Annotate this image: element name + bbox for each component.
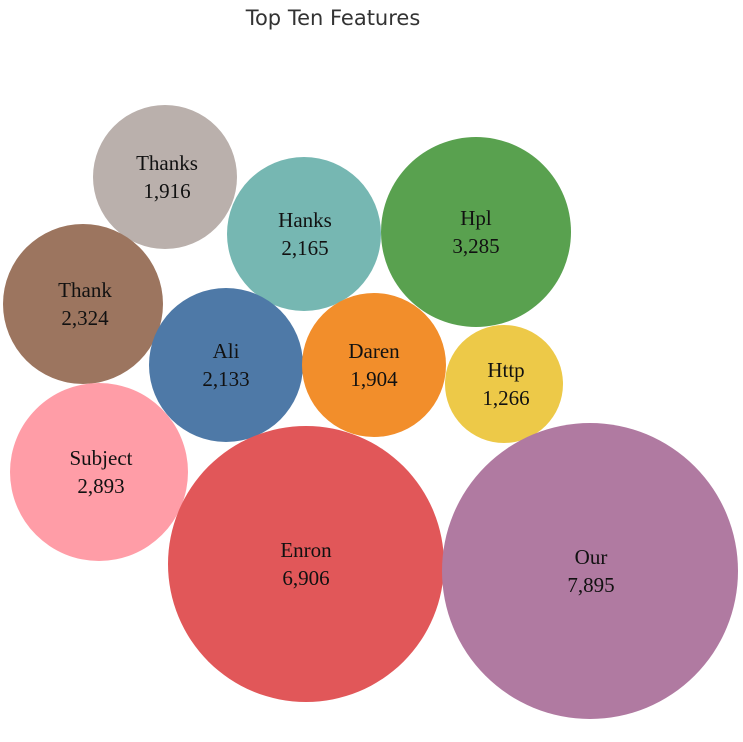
bubble-circle-thanks xyxy=(93,105,237,249)
bubble-value-thank: 2,324 xyxy=(61,306,109,330)
bubble-thanks: Thanks 1,916 xyxy=(93,105,237,249)
bubble-circle-hpl xyxy=(381,137,571,327)
bubble-label-thank: Thank xyxy=(58,278,112,302)
bubble-subject: Subject 2,893 xyxy=(10,383,188,561)
bubble-label-our: Our xyxy=(575,545,608,569)
bubble-label-hanks: Hanks xyxy=(278,208,332,232)
bubble-ali: Ali 2,133 xyxy=(149,288,303,442)
bubble-circle-hanks xyxy=(227,157,381,311)
bubble-thank: Thank 2,324 xyxy=(3,224,163,384)
bubble-hpl: Hpl 3,285 xyxy=(381,137,571,327)
bubble-value-subject: 2,893 xyxy=(77,474,124,498)
bubble-value-hanks: 2,165 xyxy=(281,236,328,260)
bubble-value-our: 7,895 xyxy=(567,573,614,597)
bubble-circle-daren xyxy=(302,293,446,437)
bubble-label-http: Http xyxy=(487,358,524,382)
bubble-circle-ali xyxy=(149,288,303,442)
bubble-value-http: 1,266 xyxy=(482,386,529,410)
bubble-value-hpl: 3,285 xyxy=(452,234,499,258)
bubble-circle-enron xyxy=(168,426,444,702)
bubble-circle-our xyxy=(442,423,738,719)
bubble-label-enron: Enron xyxy=(280,538,332,562)
bubble-label-subject: Subject xyxy=(70,446,133,470)
bubble-circle-http xyxy=(445,325,563,443)
bubble-circle-subject xyxy=(10,383,188,561)
bubble-daren: Daren 1,904 xyxy=(302,293,446,437)
bubble-label-ali: Ali xyxy=(213,339,240,363)
bubble-label-thanks: Thanks xyxy=(136,151,198,175)
bubble-enron: Enron 6,906 xyxy=(168,426,444,702)
bubble-value-daren: 1,904 xyxy=(350,367,398,391)
bubble-our: Our 7,895 xyxy=(442,423,738,719)
bubble-value-ali: 2,133 xyxy=(202,367,249,391)
bubble-label-hpl: Hpl xyxy=(460,206,492,230)
bubble-circle-thank xyxy=(3,224,163,384)
bubble-label-daren: Daren xyxy=(348,339,400,363)
bubble-hanks: Hanks 2,165 xyxy=(227,157,381,311)
bubble-http: Http 1,266 xyxy=(445,325,563,443)
chart-title: Top Ten Features xyxy=(245,6,421,30)
bubble-value-thanks: 1,916 xyxy=(143,179,190,203)
bubble-value-enron: 6,906 xyxy=(282,566,329,590)
